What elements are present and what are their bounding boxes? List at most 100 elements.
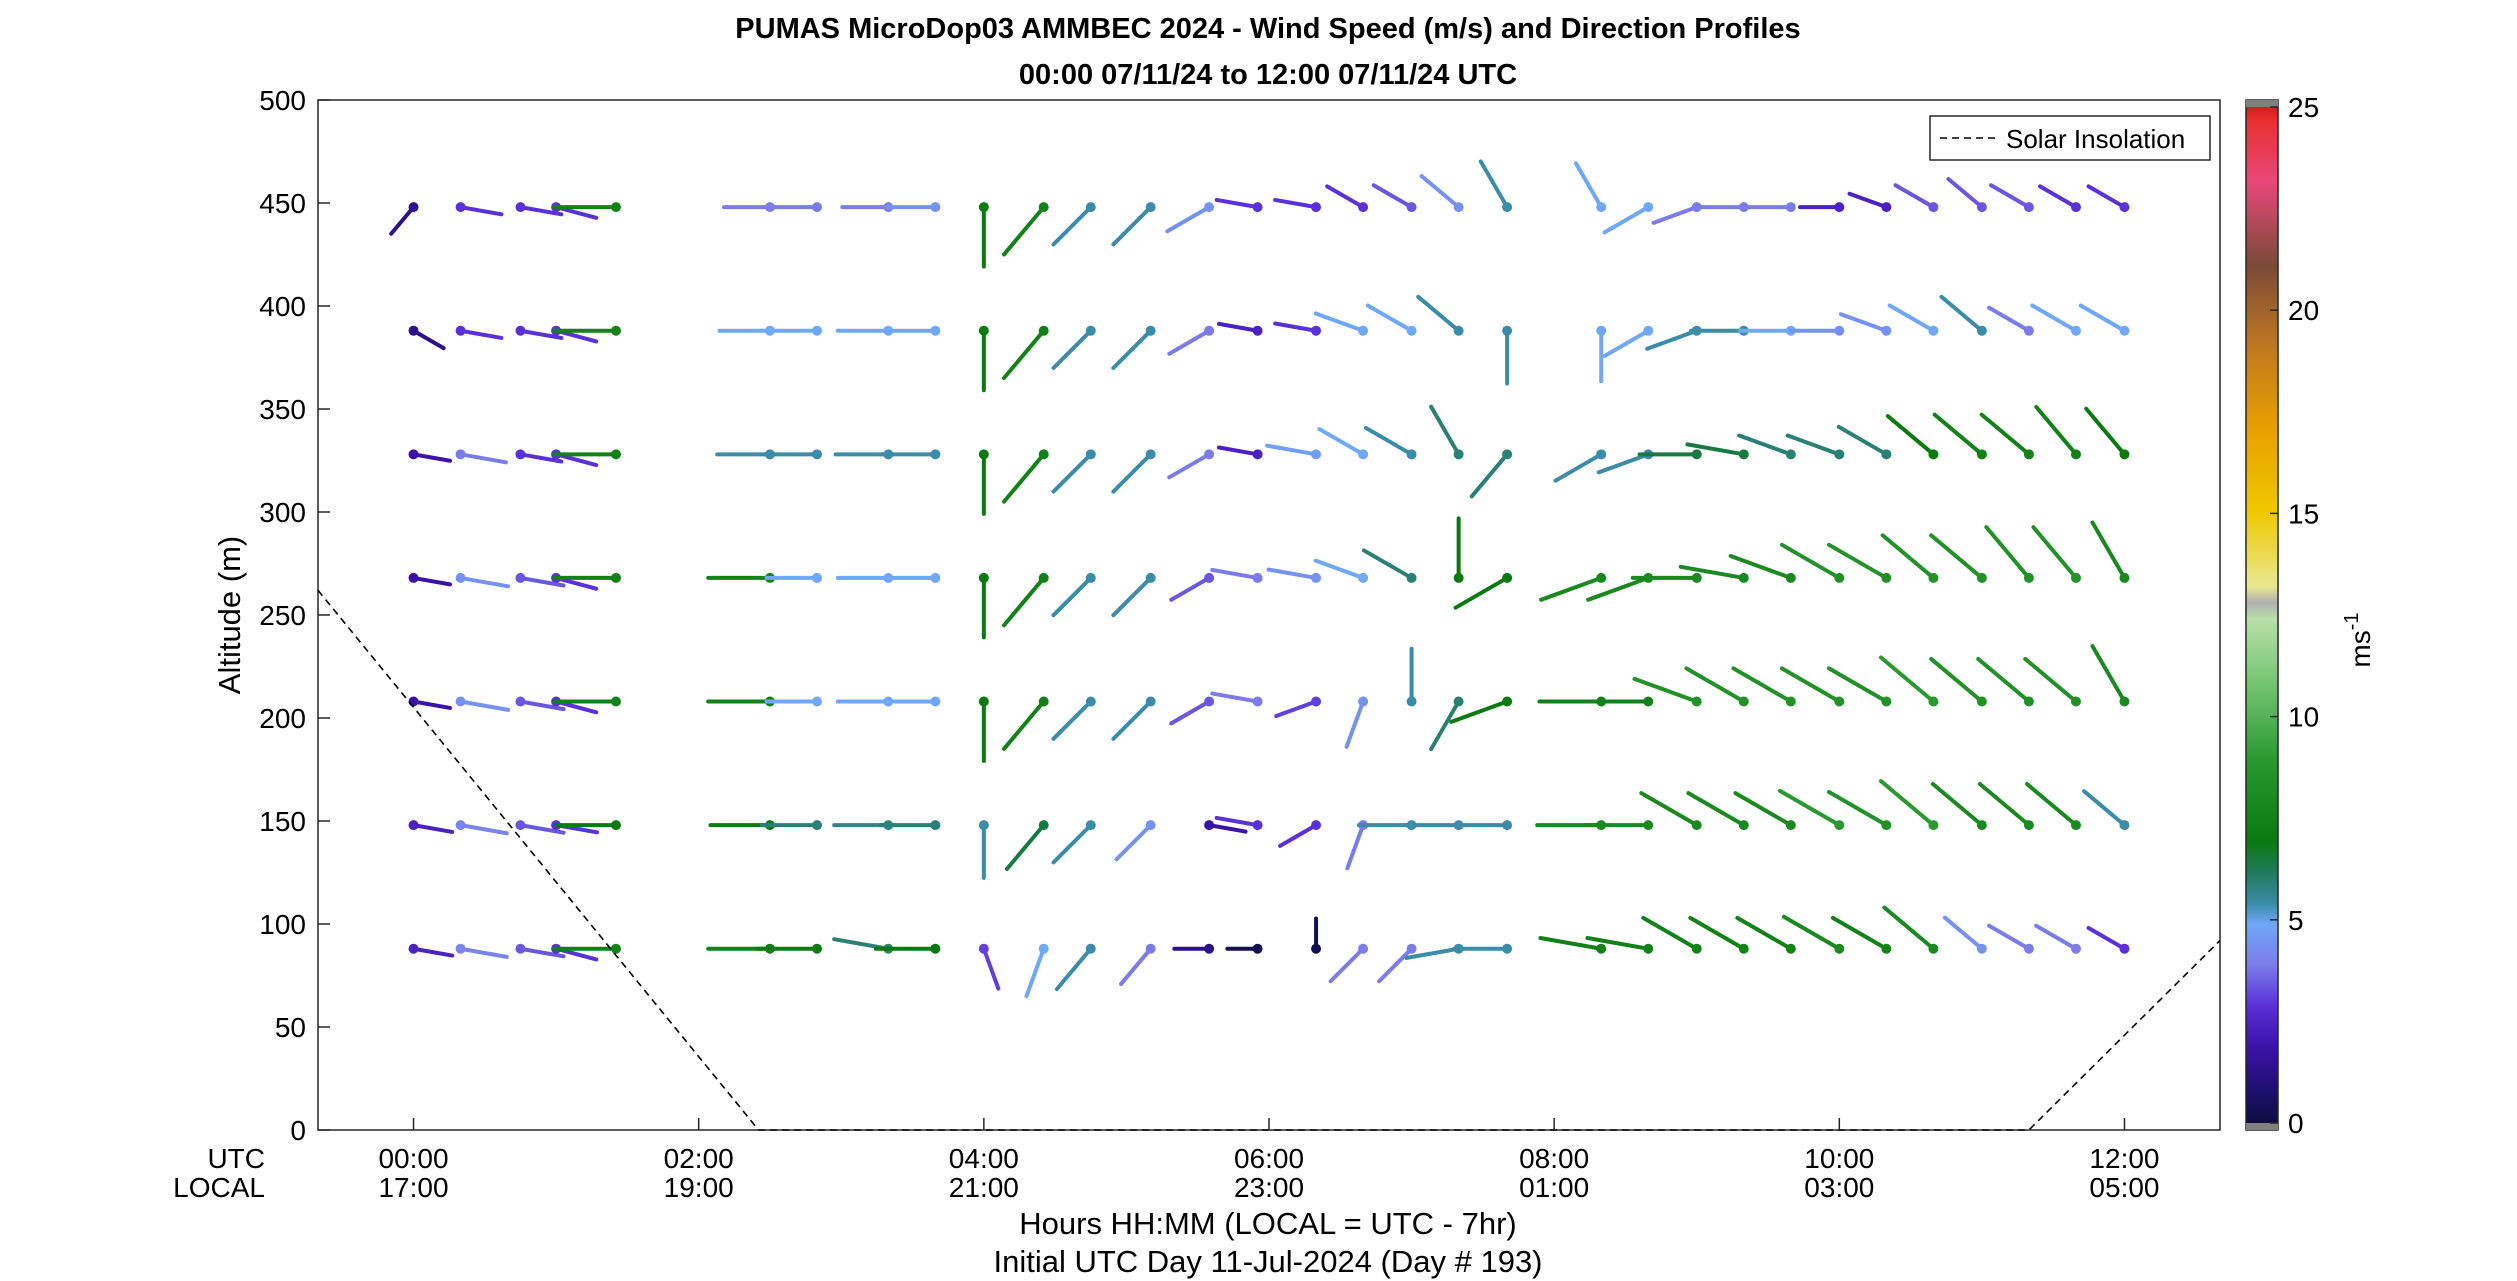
- wind-barb: [1419, 174, 1464, 213]
- chart-subtitle: 00:00 07/11/24 to 12:00 07/11/24 UTC: [1019, 59, 1517, 91]
- y-tick-label: 450: [259, 188, 306, 219]
- wind-barb: [552, 572, 621, 583]
- wind-barb-shaft: [1942, 915, 1984, 951]
- wind-barb: [1839, 312, 1892, 336]
- wind-barb-dot: [1502, 449, 1513, 460]
- wind-barb-shaft: [411, 699, 452, 710]
- wind-barb: [1273, 197, 1322, 213]
- wind-barb-dot: [2070, 696, 2081, 707]
- wind-barb: [882, 696, 941, 707]
- wind-barb-shaft: [1929, 533, 1984, 580]
- wind-barb: [455, 943, 509, 959]
- wind-barb-shaft: [1929, 656, 1984, 704]
- wind-barb: [515, 820, 566, 835]
- wind-barb: [1111, 572, 1156, 618]
- wind-barb-dot: [978, 696, 989, 707]
- wind-barb: [1630, 572, 1702, 583]
- wind-barb-dot: [1785, 572, 1796, 583]
- wind-barb: [1878, 779, 1939, 831]
- wind-barb-shaft: [1939, 294, 1984, 333]
- wind-barb: [1826, 542, 1892, 583]
- wind-barb-shaft: [1573, 161, 1604, 210]
- wind-barb-shaft: [1051, 328, 1093, 371]
- wind-barb-shaft: [2086, 925, 2127, 951]
- wind-barb-dot: [2119, 572, 2130, 583]
- wind-barb-shaft: [1826, 666, 1889, 704]
- wind-barb: [1830, 915, 1892, 954]
- wind-barb: [408, 572, 452, 587]
- wind-barb: [1225, 943, 1263, 954]
- wind-barb-dot: [1453, 696, 1464, 707]
- wind-barb-dot: [1502, 820, 1513, 831]
- wind-barb-dot: [1596, 325, 1607, 336]
- wind-barb-dot: [812, 696, 823, 707]
- wind-barb: [552, 325, 621, 336]
- wind-barb-dot: [1358, 202, 1369, 213]
- y-tick-label: 350: [259, 394, 306, 425]
- wind-barb: [1977, 781, 2034, 831]
- wind-barb: [1111, 325, 1156, 371]
- wind-barb-shaft: [1111, 575, 1153, 618]
- wind-barb-dot: [930, 943, 941, 954]
- wind-barb: [1939, 294, 1987, 336]
- wind-barb-dot: [978, 325, 989, 336]
- wind-barb-shaft: [1119, 946, 1153, 986]
- wind-barb-shaft: [1111, 328, 1153, 371]
- wind-barb-dot: [1038, 943, 1049, 954]
- wind-barb-shaft: [458, 575, 511, 589]
- wind-barb-dot: [455, 696, 466, 707]
- wind-barb-shaft: [1265, 443, 1319, 457]
- wind-barb: [1686, 791, 1749, 831]
- wind-barb-dot: [455, 943, 466, 954]
- wind-barb: [880, 449, 941, 460]
- wind-barb: [1361, 548, 1417, 583]
- wind-barb-shaft: [411, 575, 452, 587]
- wind-barb: [1878, 655, 1939, 707]
- wind-barb-shaft: [1328, 946, 1366, 984]
- wind-barb-dot: [1738, 449, 1749, 460]
- wind-barb-dot: [1311, 449, 1322, 460]
- wind-barb-dot: [1204, 202, 1215, 213]
- wind-barb-dot: [978, 820, 989, 831]
- wind-barb-shaft: [1639, 791, 1699, 828]
- wind-barb: [1051, 325, 1096, 371]
- wind-barb-shaft: [518, 823, 566, 835]
- wind-barb-dot: [515, 202, 526, 213]
- wind-barb-dot: [1252, 943, 1263, 954]
- wind-barb-dot: [1252, 820, 1263, 831]
- wind-barb: [2034, 923, 2081, 954]
- chart-title: PUMAS MicroDop03 AMMBEC 2024 - Wind Spee…: [735, 13, 1800, 45]
- wind-barb: [1051, 449, 1096, 494]
- wind-barb: [1929, 656, 1987, 707]
- wind-barb: [2086, 925, 2130, 954]
- wind-barb: [1929, 533, 1987, 583]
- wind-barb-shaft: [1429, 699, 1461, 752]
- wind-barb: [978, 202, 989, 269]
- wind-barb-dot: [1643, 943, 1654, 954]
- wind-barb-dot: [1358, 325, 1369, 336]
- wind-barb: [978, 572, 989, 640]
- wind-barb-dot: [1311, 325, 1322, 336]
- wind-barb: [1779, 666, 1845, 707]
- wind-barb-dot: [610, 449, 621, 460]
- wind-barb-dot: [978, 202, 989, 213]
- wind-barb: [1942, 915, 1987, 954]
- wind-barb: [1429, 696, 1464, 752]
- wind-barb-shaft: [1051, 575, 1093, 618]
- wind-barb-dot: [515, 820, 526, 831]
- wind-barb-dot: [1085, 449, 1096, 460]
- x-tick-label-local: 03:00: [1804, 1172, 1874, 1203]
- wind-barb-dot: [1252, 572, 1263, 583]
- wind-barb-shaft: [1273, 197, 1319, 210]
- wind-barb: [1735, 915, 1796, 954]
- wind-barb: [1452, 820, 1513, 831]
- wind-barb-dot: [455, 449, 466, 460]
- wind-barb-dot: [1038, 325, 1049, 336]
- wind-barb-dot: [1928, 202, 1939, 213]
- wind-barb: [1639, 791, 1702, 831]
- wind-barb-shaft: [1210, 567, 1260, 580]
- wind-barb-shaft: [1632, 676, 1699, 704]
- wind-barb-dot: [2070, 572, 2081, 583]
- wind-barb: [1311, 916, 1322, 954]
